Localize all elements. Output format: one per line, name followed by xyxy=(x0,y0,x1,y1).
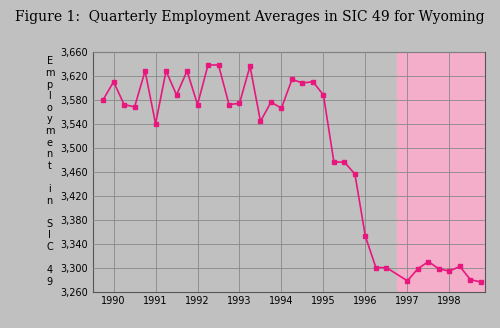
Y-axis label: E
m
p
l
o
y
m
e
n
t
 
i
n
 
S
I
C
 
4
9: E m p l o y m e n t i n S I C 4 9 xyxy=(45,56,54,287)
Bar xyxy=(397,52,492,292)
Text: Figure 1:  Quarterly Employment Averages in SIC 49 for Wyoming: Figure 1: Quarterly Employment Averages … xyxy=(15,10,485,24)
